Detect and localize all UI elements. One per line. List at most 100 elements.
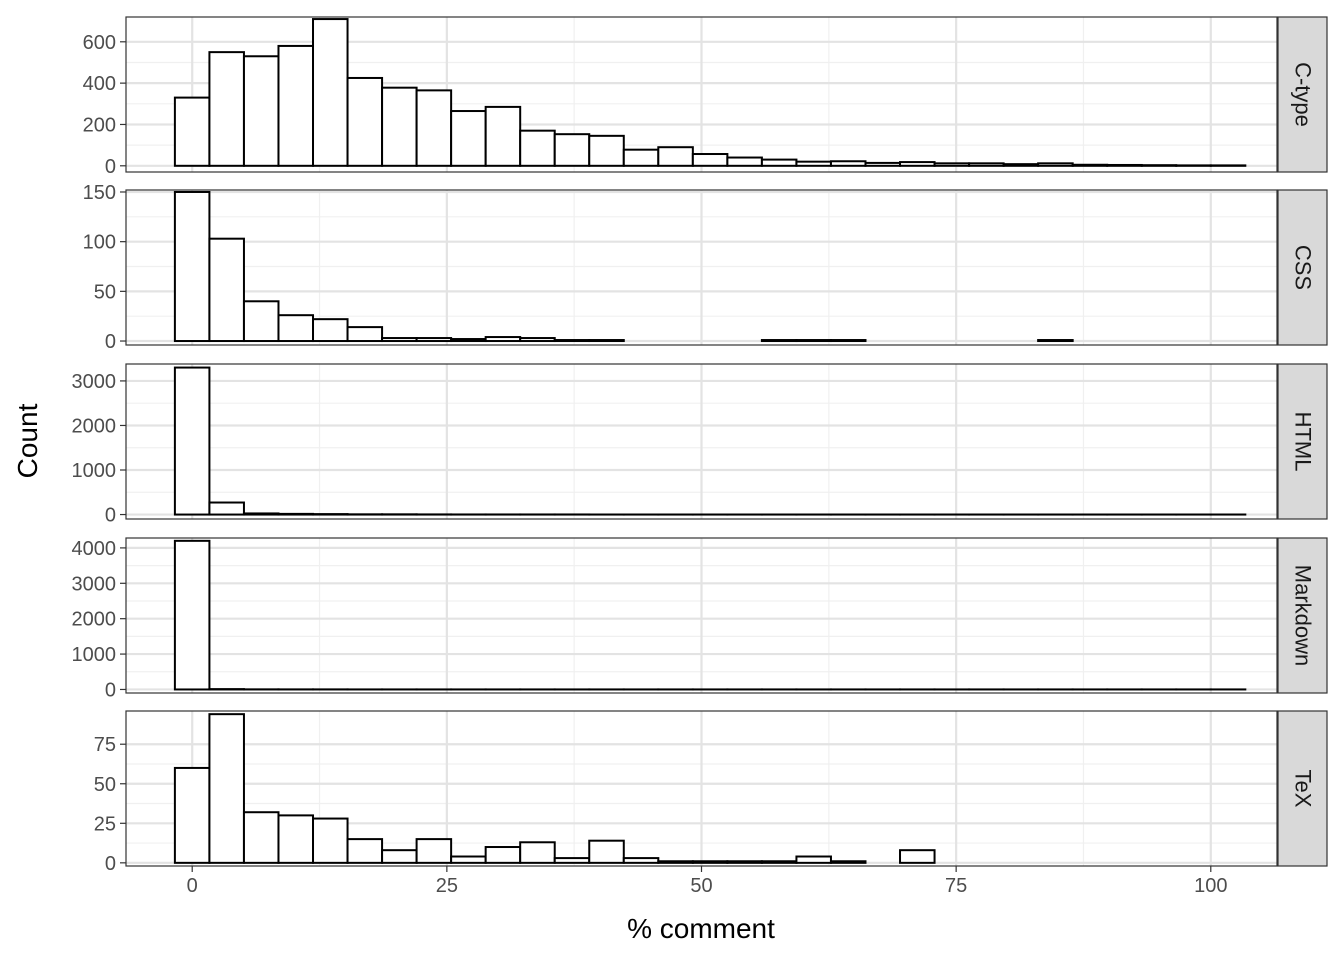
panel-border [125,16,1278,173]
histogram-bar [588,839,625,864]
histogram-bar [760,158,798,167]
histogram-bar [346,326,384,343]
facet-strip [1277,16,1328,173]
histogram-bar [760,339,798,343]
facet-panel-css: 0 50 100 150 CSS [83,182,1328,353]
y-tick-label: 100 [83,232,116,254]
y-tick-label: 600 [83,32,116,54]
histogram-bar [415,838,453,864]
facet-strip-label: TeX [1291,770,1316,808]
y-tick-label: 0 [105,331,116,353]
histogram-bar [346,76,384,167]
histogram-bar [519,337,556,343]
y-tick-label: 0 [105,679,116,701]
facet-panel-tex: 0 25 50 75 TeX [94,710,1328,875]
histogram-bar [657,146,694,167]
facet-panel-c-type: 0 200 400 600 C-type [83,16,1328,178]
histogram-bar [553,339,591,343]
y-tick-label: 3000 [72,371,117,393]
histogram-bar [726,156,763,167]
histogram-bar [381,86,418,167]
histogram-bar [519,841,556,864]
y-tick-label: 400 [83,73,116,95]
x-axis-title: % comment [627,913,775,944]
histogram-bar [312,18,349,167]
histogram-bar [277,314,315,343]
histogram-bar [312,318,349,343]
histogram-bar [691,860,729,864]
facet-panel-html: 0 1000 2000 3000 HTML [72,363,1328,527]
histogram-bar [829,860,867,864]
histogram-bar [242,300,280,343]
histogram-bar [1140,164,1178,167]
histogram-bar [415,337,453,343]
y-tick-label: 50 [94,774,116,796]
histogram-bar [450,338,487,343]
histogram-bar [519,129,556,167]
y-tick-label: 2000 [72,415,117,437]
x-tick-label: 100 [1194,875,1227,897]
y-tick-label: 200 [83,114,116,136]
x-tick-label: 50 [690,875,712,897]
x-tick-label: 75 [945,875,967,897]
histogram-bar [277,44,315,167]
facet-strip [1277,189,1328,346]
y-tick-label: 1000 [72,644,117,666]
histogram-bar [726,860,763,864]
histogram-bar [381,337,418,343]
histogram-bar [346,838,384,864]
histogram-bar [208,237,245,343]
histogram-bar [242,512,280,516]
y-axis-title: Count [12,403,43,478]
histogram-bar [450,855,487,864]
x-tick-label: 25 [436,875,458,897]
histogram-bar [1037,339,1074,343]
histogram-bar [484,336,522,343]
facet-strip [1277,537,1328,694]
histogram-bar [1002,163,1040,167]
histogram-bar [899,849,936,864]
histogram-bar [173,766,211,864]
histogram-bar [691,153,729,167]
x-tick-label: 0 [187,875,198,897]
histogram-bar [760,860,798,864]
histogram-bar [208,51,245,167]
y-tick-label: 0 [105,505,116,527]
histogram-bar [1071,163,1109,167]
y-tick-label: 1000 [72,460,117,482]
histogram-bar [622,857,660,864]
histogram-bar [208,501,245,516]
panel-border [125,189,1278,346]
histogram-bar [381,849,418,864]
histogram-bar [829,160,867,167]
histogram-bar [829,339,867,343]
histogram-bar [242,55,280,167]
histogram-bar [795,855,832,864]
histogram-bar [795,339,832,343]
histogram-bar [657,860,694,864]
histogram-bar [864,161,902,167]
y-tick-label: 50 [94,281,116,303]
histogram-bar [1037,162,1074,167]
panel-border [125,537,1278,694]
histogram-bar [933,162,971,167]
panels: 0200400600C-type050100150CSS010002000300… [72,16,1328,897]
histogram-bar [622,148,660,167]
facet-strip-label: Markdown [1291,565,1316,666]
y-tick-label: 75 [94,734,116,756]
y-tick-label: 3000 [72,573,117,595]
histogram-bar [173,190,211,343]
y-tick-label: 0 [105,853,116,875]
histogram-bar [242,811,280,864]
y-tick-label: 0 [105,156,116,178]
histogram-bar [415,89,453,167]
y-tick-label: 2000 [72,609,117,631]
histogram-bar [1106,163,1143,167]
histogram-bar [450,110,487,167]
facet-strip-label: CSS [1291,245,1316,290]
facet-panel-markdown: 0 1000 2000 3000 4000 Markdown [72,537,1328,701]
histogram-bar [553,133,591,167]
y-tick-label: 25 [94,813,116,835]
histogram-bar [899,161,936,167]
